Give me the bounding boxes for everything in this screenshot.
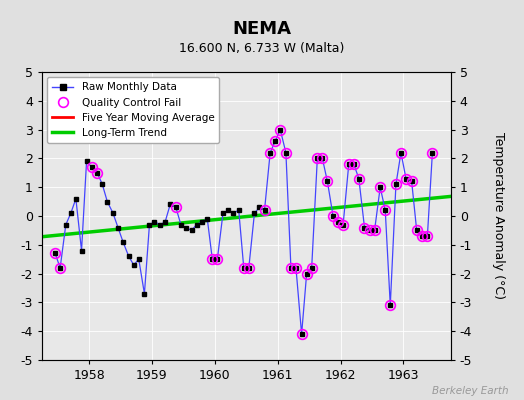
Y-axis label: Temperature Anomaly (°C): Temperature Anomaly (°C) bbox=[492, 132, 505, 300]
Text: 16.600 N, 6.733 W (Malta): 16.600 N, 6.733 W (Malta) bbox=[179, 42, 345, 55]
Text: NEMA: NEMA bbox=[233, 20, 291, 38]
Text: Berkeley Earth: Berkeley Earth bbox=[432, 386, 508, 396]
Legend: Raw Monthly Data, Quality Control Fail, Five Year Moving Average, Long-Term Tren: Raw Monthly Data, Quality Control Fail, … bbox=[47, 77, 220, 143]
